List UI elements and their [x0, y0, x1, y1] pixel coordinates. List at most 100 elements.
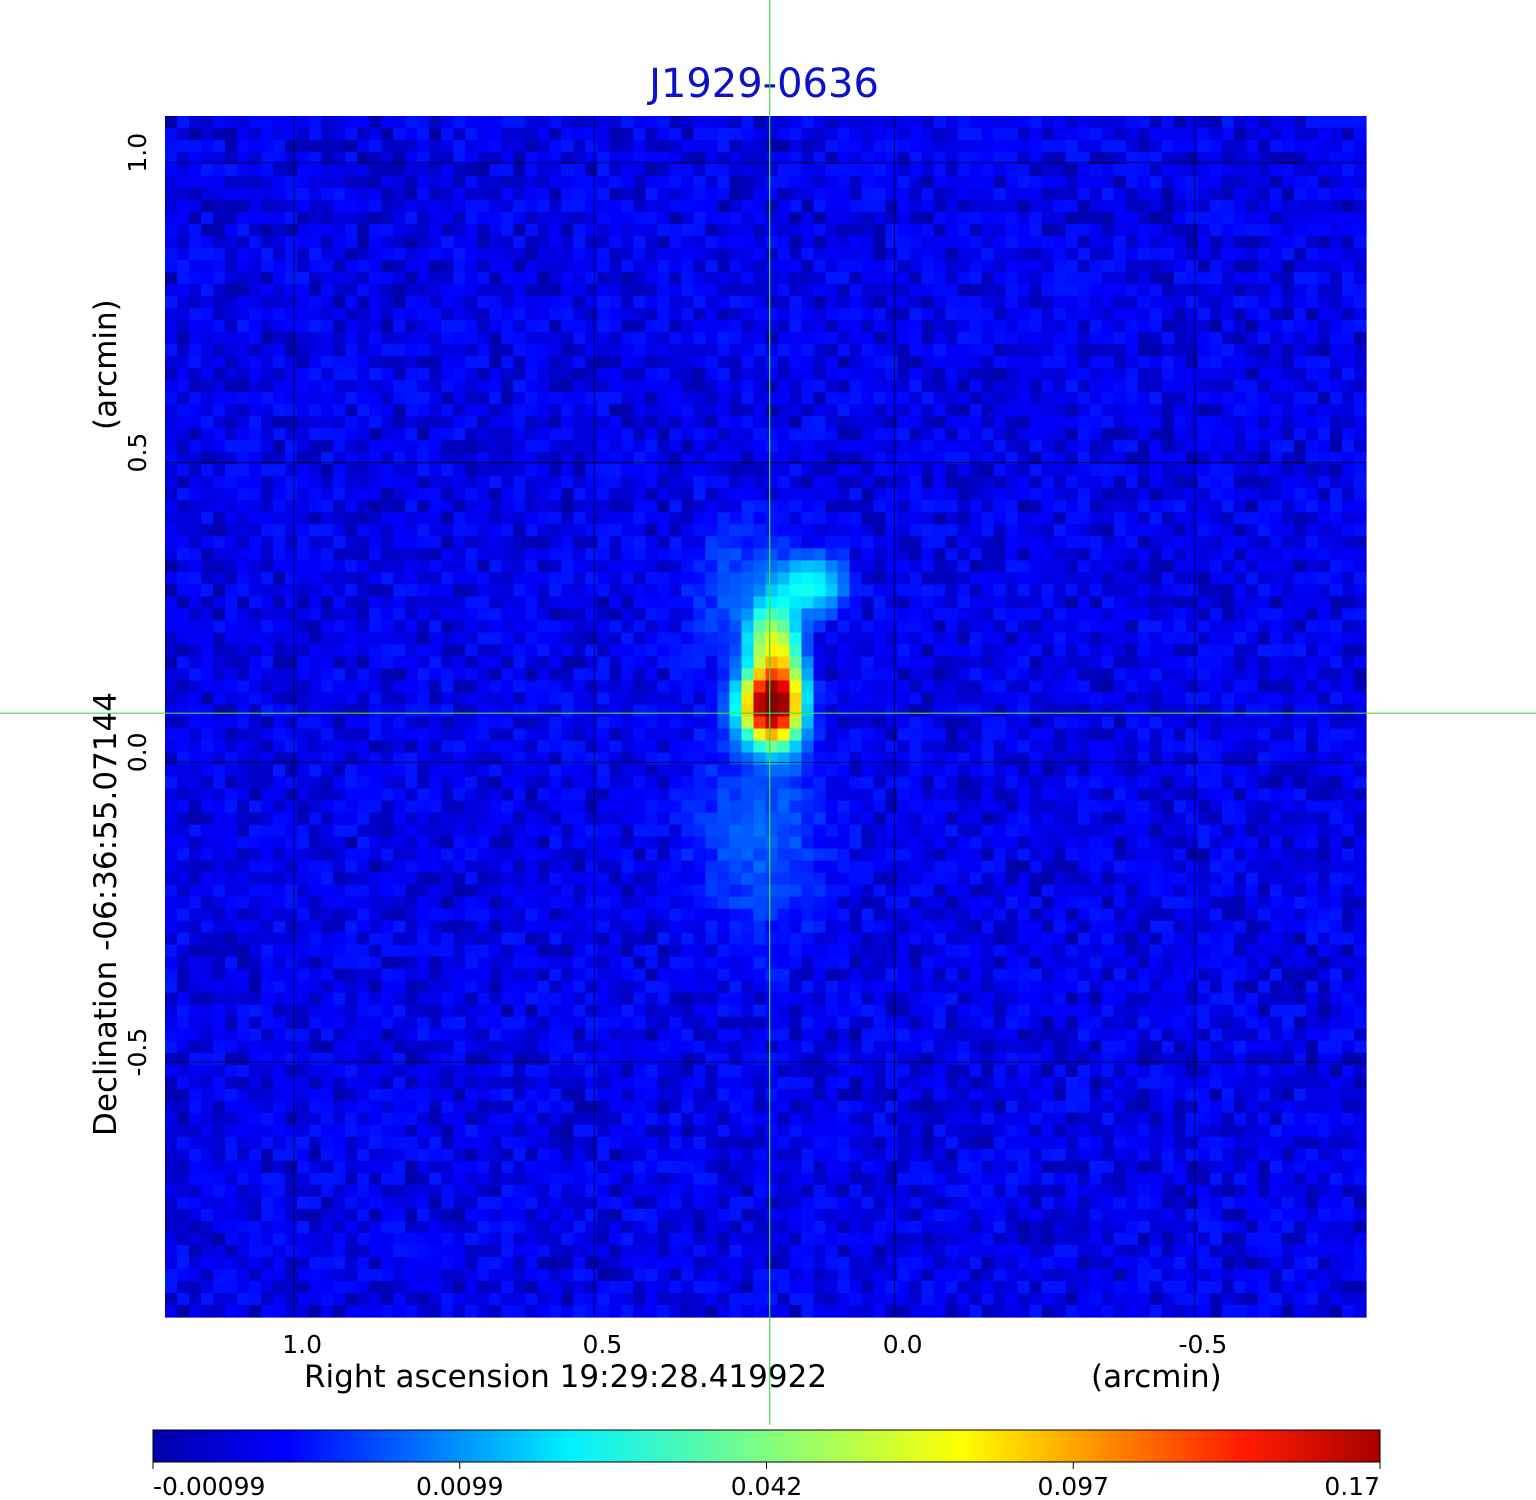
- heatmap-pixel: [573, 560, 586, 573]
- heatmap-pixel: [369, 356, 382, 369]
- heatmap-pixel: [597, 320, 610, 333]
- heatmap-pixel: [657, 644, 671, 658]
- heatmap-pixel: [1197, 308, 1211, 321]
- heatmap-pixel: [297, 416, 310, 429]
- heatmap-pixel: [501, 584, 514, 597]
- heatmap-pixel: [957, 260, 971, 273]
- heatmap-pixel: [201, 392, 214, 405]
- heatmap-pixel: [297, 260, 310, 273]
- heatmap-pixel: [537, 596, 550, 610]
- heatmap-pixel: [705, 548, 719, 561]
- heatmap-pixel: [765, 260, 779, 273]
- heatmap-pixel: [249, 224, 262, 237]
- heatmap-pixel: [1269, 356, 1283, 369]
- heatmap-pixel: [561, 608, 574, 622]
- heatmap-pixel: [225, 488, 238, 501]
- heatmap-pixel: [705, 656, 719, 670]
- heatmap-pixel: [1149, 608, 1163, 622]
- heatmap-pixel: [1137, 680, 1151, 694]
- heatmap-pixel: [165, 116, 178, 129]
- heatmap-pixel: [1005, 212, 1019, 225]
- heatmap-pixel: [825, 572, 839, 585]
- heatmap-pixel: [1185, 140, 1199, 153]
- heatmap-pixel: [609, 392, 622, 405]
- heatmap-pixel: [417, 212, 430, 225]
- heatmap-pixel: [1113, 320, 1127, 333]
- heatmap-pixel: [681, 200, 695, 213]
- heatmap-pixel: [273, 452, 286, 465]
- heatmap-pixel: [1353, 188, 1367, 201]
- heatmap-pixel: [729, 176, 743, 189]
- heatmap-pixel: [537, 428, 550, 441]
- heatmap-pixel: [621, 344, 634, 357]
- heatmap-pixel: [1293, 320, 1307, 333]
- heatmap-pixel: [177, 692, 190, 706]
- heatmap-pixel: [1245, 608, 1259, 622]
- heatmap-pixel: [657, 356, 671, 369]
- heatmap-pixel: [1185, 656, 1199, 670]
- heatmap-pixel: [705, 608, 719, 622]
- heatmap-pixel: [1221, 152, 1235, 165]
- heatmap-pixel: [1041, 332, 1055, 345]
- heatmap-pixel: [1329, 560, 1343, 573]
- heatmap-pixel: [1137, 308, 1151, 321]
- heatmap-pixel: [1293, 440, 1307, 453]
- heatmap-pixel: [825, 680, 839, 694]
- heatmap-pixel: [501, 140, 514, 153]
- heatmap-pixel: [1329, 656, 1343, 670]
- heatmap-pixel: [177, 632, 190, 646]
- heatmap-pixel: [1113, 236, 1127, 249]
- heatmap-pixel: [801, 596, 815, 610]
- heatmap-pixel: [837, 584, 851, 597]
- heatmap-pixel: [489, 356, 502, 369]
- heatmap-pixel: [465, 512, 478, 525]
- heatmap-pixel: [549, 176, 562, 189]
- heatmap-pixel: [1089, 692, 1103, 706]
- heatmap-pixel: [933, 668, 947, 682]
- heatmap-pixel: [1173, 656, 1187, 670]
- heatmap-pixel: [873, 212, 887, 225]
- heatmap-pixel: [933, 248, 947, 261]
- heatmap-pixel: [1089, 464, 1103, 477]
- heatmap-pixel: [441, 500, 454, 513]
- heatmap-pixel: [321, 236, 334, 249]
- heatmap-pixel: [873, 632, 887, 646]
- heatmap-pixel: [501, 680, 514, 694]
- heatmap-pixel: [633, 452, 646, 465]
- heatmap-pixel: [1245, 164, 1259, 177]
- heatmap-pixel: [513, 692, 526, 706]
- heatmap-pixel: [1305, 332, 1319, 345]
- heatmap-pixel: [1161, 680, 1175, 694]
- heatmap-pixel: [837, 488, 851, 501]
- heatmap-pixel: [273, 464, 286, 477]
- heatmap-pixel: [357, 428, 370, 441]
- heatmap-pixel: [441, 488, 454, 501]
- heatmap-pixel: [1005, 200, 1019, 213]
- heatmap-pixel: [621, 620, 634, 634]
- heatmap-pixel: [801, 284, 815, 297]
- heatmap-pixel: [1005, 464, 1019, 477]
- heatmap-pixel: [465, 608, 478, 622]
- heatmap-pixel: [513, 668, 526, 682]
- heatmap-pixel: [717, 704, 731, 718]
- heatmap-pixel: [597, 368, 610, 381]
- heatmap-pixel: [189, 500, 202, 513]
- heatmap-pixel: [261, 476, 274, 489]
- heatmap-pixel: [765, 380, 779, 393]
- heatmap-pixel: [621, 572, 634, 585]
- heatmap-pixel: [393, 152, 406, 165]
- heatmap-pixel: [1341, 284, 1355, 297]
- heatmap-pixel: [249, 392, 262, 405]
- heatmap-pixel: [945, 296, 959, 309]
- heatmap-pixel: [477, 692, 490, 706]
- heatmap-pixel: [801, 392, 815, 405]
- heatmap-pixel: [885, 164, 899, 177]
- heatmap-pixel: [177, 224, 190, 237]
- heatmap-pixel: [933, 404, 947, 417]
- heatmap-pixel: [261, 404, 274, 417]
- heatmap-pixel: [741, 212, 755, 225]
- heatmap-pixel: [1077, 296, 1091, 309]
- heatmap-pixel: [417, 452, 430, 465]
- heatmap-pixel: [453, 464, 466, 477]
- heatmap-pixel: [1173, 392, 1187, 405]
